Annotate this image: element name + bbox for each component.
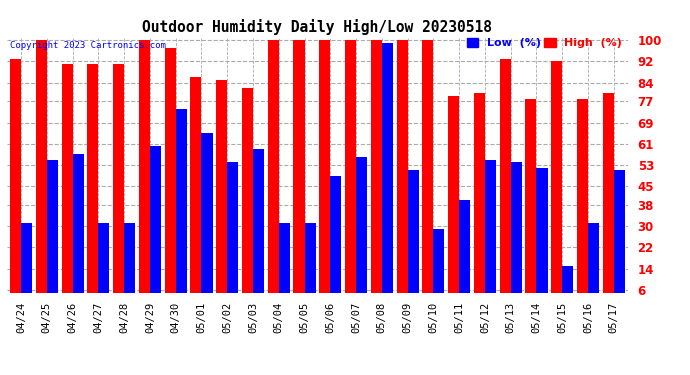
Bar — [577, 99, 588, 306]
Bar — [227, 162, 238, 306]
Bar — [331, 176, 342, 306]
Bar — [448, 96, 459, 306]
Bar — [562, 266, 573, 306]
Bar — [474, 93, 485, 306]
Bar — [216, 80, 227, 306]
Bar — [613, 170, 625, 306]
Bar — [242, 88, 253, 306]
Bar — [293, 40, 304, 306]
Bar — [190, 77, 201, 306]
Bar — [304, 224, 315, 306]
Bar — [551, 62, 562, 306]
Bar — [72, 154, 83, 306]
Bar — [345, 40, 356, 306]
Bar — [433, 229, 444, 306]
Bar — [485, 160, 496, 306]
Bar — [165, 48, 176, 306]
Bar — [500, 59, 511, 306]
Legend: Low  (%), High  (%): Low (%), High (%) — [467, 38, 622, 48]
Bar — [10, 59, 21, 306]
Bar — [201, 133, 213, 306]
Bar — [602, 93, 613, 306]
Bar — [536, 168, 547, 306]
Bar — [150, 146, 161, 306]
Bar — [525, 99, 536, 306]
Bar — [113, 64, 124, 306]
Bar — [268, 40, 279, 306]
Bar — [371, 40, 382, 306]
Bar — [124, 224, 135, 306]
Bar — [21, 224, 32, 306]
Bar — [139, 40, 150, 306]
Bar — [422, 40, 433, 306]
Bar — [459, 200, 470, 306]
Bar — [36, 40, 47, 306]
Title: Outdoor Humidity Daily High/Low 20230518: Outdoor Humidity Daily High/Low 20230518 — [142, 19, 493, 35]
Bar — [99, 224, 110, 306]
Bar — [253, 149, 264, 306]
Bar — [176, 109, 187, 306]
Bar — [279, 224, 290, 306]
Text: Copyright 2023 Cartronics.com: Copyright 2023 Cartronics.com — [10, 41, 166, 50]
Bar — [511, 162, 522, 306]
Bar — [588, 224, 599, 306]
Bar — [408, 170, 419, 306]
Bar — [47, 160, 58, 306]
Bar — [382, 43, 393, 306]
Bar — [61, 64, 72, 306]
Bar — [356, 157, 367, 306]
Bar — [319, 40, 331, 306]
Bar — [397, 40, 408, 306]
Bar — [88, 64, 99, 306]
